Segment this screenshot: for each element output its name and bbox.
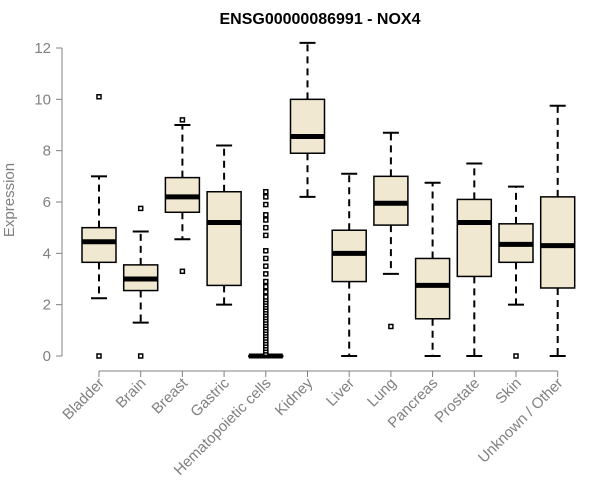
x-tick-label: Prostate [432,375,484,427]
outlier-point [263,188,269,195]
box-group-pancreas [414,181,451,357]
outlier-point [263,201,269,208]
outlier-point [179,268,186,275]
outlier-point [263,289,269,295]
y-tick-label: 8 [43,143,51,160]
y-tick-label: 10 [34,91,51,108]
outlier-point [513,353,519,359]
y-tick-label: 12 [34,40,51,57]
outlier-point [179,117,186,123]
box-group-skin [498,185,534,359]
outlier-point [263,283,269,290]
outlier-point [263,212,269,218]
box-group-bladder [81,94,117,359]
outlier-point [263,263,269,269]
y-tick-label: 2 [43,297,51,314]
outlier-point [263,217,269,223]
box-group-unknown-other [539,104,576,357]
x-tick-label: Bladder [59,375,108,424]
x-tick-label: Breast [149,374,192,417]
x-tick-label: Skin [492,375,525,408]
outlier-point [263,255,269,262]
x-tick-label: Kidney [272,374,317,419]
iqr-box [373,175,409,226]
box-group-breast [164,117,201,275]
outlier-point [263,248,269,254]
outlier-point [263,294,269,300]
box-group-gastric [206,144,242,306]
iqr-box [289,98,326,154]
outlier-point [263,224,269,231]
outlier-point [388,323,394,330]
iqr-box [206,190,242,287]
x-tick-label: Lung [364,375,400,411]
iqr-box [414,257,451,320]
chart-title: ENSG00000086991 - NOX4 [219,11,420,28]
y-tick-label: 0 [43,348,51,365]
outlier-point [263,232,269,239]
y-axis-title: Expression [1,163,18,237]
outlier-point [137,353,144,359]
box-group-lung [373,131,409,330]
iqr-box [539,196,576,289]
x-tick-label: Brain [113,375,150,412]
x-tick-label: Liver [323,375,358,410]
outlier-point [96,94,102,100]
outlier-point [96,353,102,359]
iqr-box [81,226,117,264]
y-tick-label: 4 [43,245,51,262]
outlier-point [263,194,269,200]
box-group-hematopoietic-cells [248,188,284,359]
box-group-brain [122,205,159,359]
box-group-liver [331,172,367,357]
outlier-point [263,271,269,277]
outlier-point [263,278,269,285]
iqr-box [331,229,367,283]
box-group-prostate [456,162,493,357]
y-tick-label: 6 [43,194,51,211]
iqr-box [456,198,493,278]
box-group-kidney [289,41,326,198]
outlier-point [137,205,144,212]
